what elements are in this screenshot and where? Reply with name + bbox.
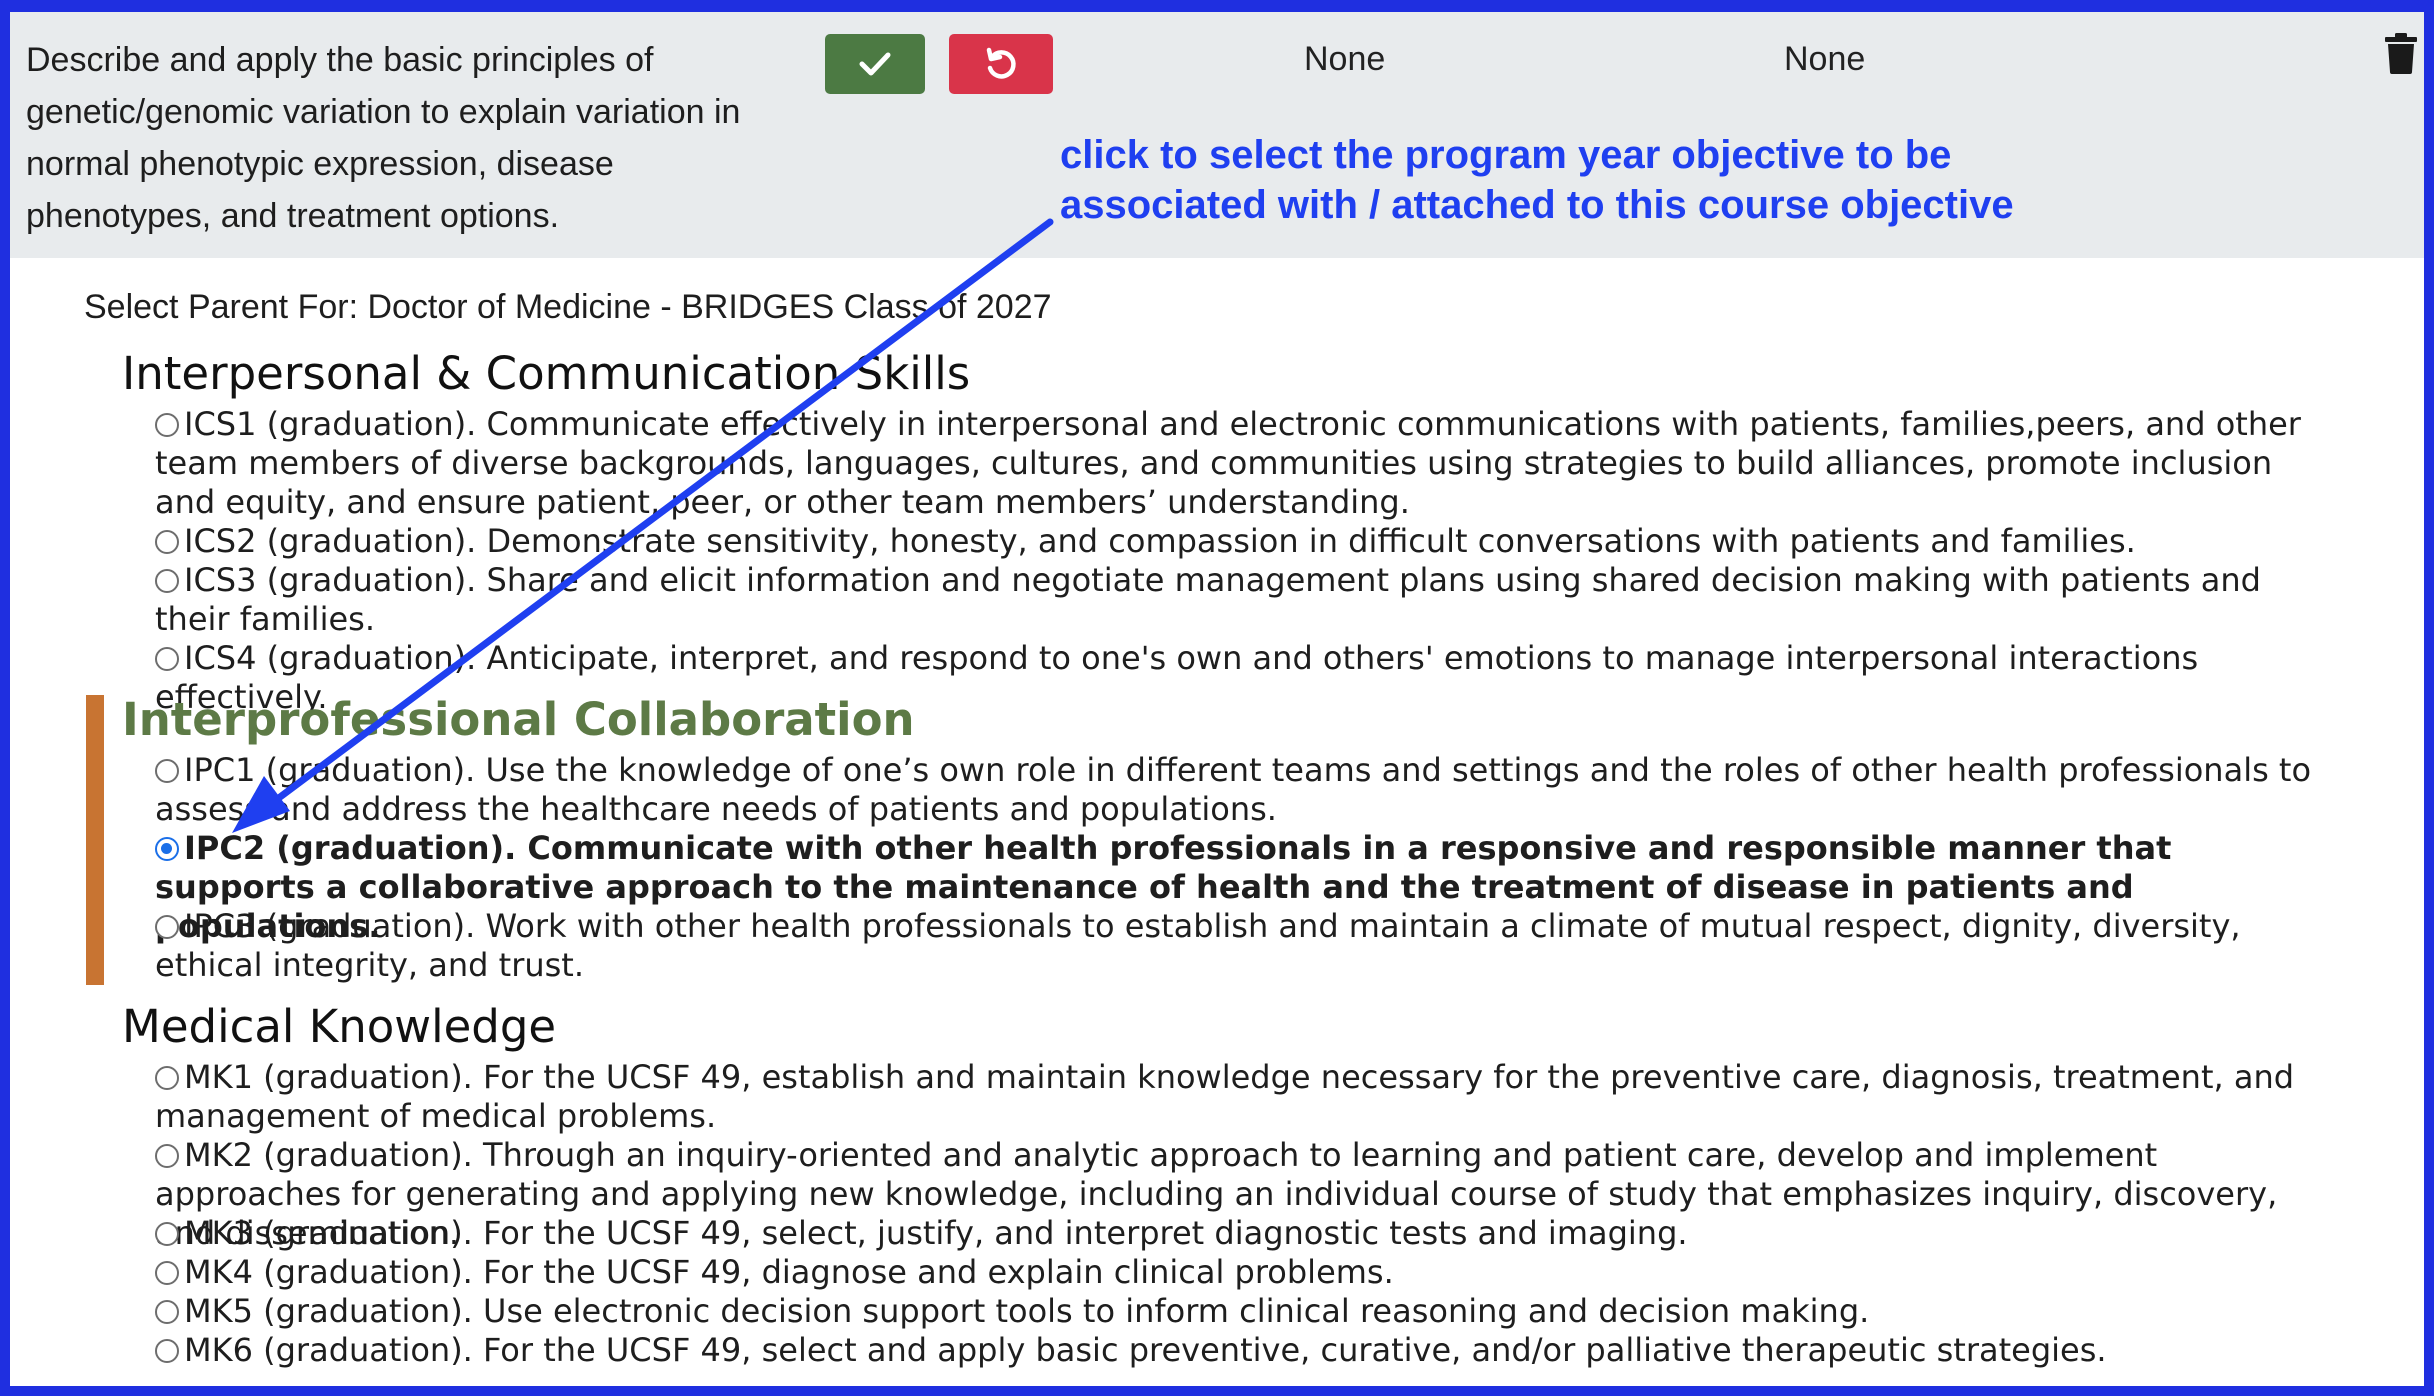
revert-button[interactable] (949, 34, 1053, 94)
course-objective-text: Describe and apply the basic principles … (26, 41, 741, 235)
option-ipc1[interactable]: IPC1 (graduation). Use the knowledge of … (155, 751, 2315, 829)
undo-icon (986, 47, 1016, 79)
option-mk2[interactable]: MK2 (graduation). Through an inquiry-ori… (155, 1136, 2315, 1253)
option-ics2[interactable]: ICS2 (graduation). Demonstrate sensitivi… (155, 522, 2315, 561)
option-label: IPC2 (graduation). Communicate with othe… (155, 829, 2172, 945)
option-label: MK6 (graduation). For the UCSF 49, selec… (184, 1331, 2107, 1369)
option-mk6[interactable]: MK6 (graduation). For the UCSF 49, selec… (155, 1331, 2315, 1370)
radio-button[interactable] (155, 530, 179, 554)
save-button[interactable] (825, 34, 925, 94)
option-label: MK2 (graduation). Through an inquiry-ori… (155, 1136, 2278, 1252)
option-mk4[interactable]: MK4 (graduation). For the UCSF 49, diagn… (155, 1253, 2315, 1292)
option-mk1[interactable]: MK1 (graduation). For the UCSF 49, estab… (155, 1058, 2315, 1136)
radio-button[interactable] (155, 569, 179, 593)
radio-button[interactable] (155, 647, 179, 671)
radio-button[interactable] (155, 1261, 179, 1285)
option-label: IPC3 (graduation). Work with other healt… (155, 907, 2241, 984)
group-heading-interpersonal-communication: Interpersonal & Communication Skills (122, 347, 971, 400)
group-heading-medical-knowledge: Medical Knowledge (122, 1000, 557, 1053)
radio-button-checked[interactable] (155, 837, 179, 861)
mesh-terms-value: None (1784, 40, 1866, 78)
trash-icon[interactable] (2384, 32, 2418, 74)
radio-button[interactable] (155, 1222, 179, 1246)
radio-button[interactable] (155, 1300, 179, 1324)
radio-button[interactable] (155, 1339, 179, 1363)
program-year-objective-value: None (1304, 40, 1386, 78)
option-label: IPC1 (graduation). Use the knowledge of … (155, 751, 2312, 828)
option-ipc2[interactable]: IPC2 (graduation). Communicate with othe… (155, 829, 2315, 946)
course-objective-row: Describe and apply the basic principles … (10, 12, 2424, 258)
option-label: ICS1 (graduation). Communicate effective… (155, 405, 2301, 521)
option-mk3[interactable]: MK3 (graduation). For the UCSF 49, selec… (155, 1214, 2315, 1253)
option-ipc3[interactable]: IPC3 (graduation). Work with other healt… (155, 907, 2315, 985)
radio-button[interactable] (155, 759, 179, 783)
radio-button[interactable] (155, 413, 179, 437)
check-icon (859, 52, 891, 76)
option-ics3[interactable]: ICS3 (graduation). Share and elicit info… (155, 561, 2315, 639)
option-label: MK3 (graduation). For the UCSF 49, selec… (184, 1214, 1688, 1252)
option-ics1[interactable]: ICS1 (graduation). Communicate effective… (155, 405, 2315, 522)
option-label: MK1 (graduation). For the UCSF 49, estab… (155, 1058, 2295, 1135)
selected-group-indicator (86, 695, 104, 985)
option-mk5[interactable]: MK5 (graduation). Use electronic decisio… (155, 1292, 2315, 1331)
radio-button[interactable] (155, 1066, 179, 1090)
option-label: ICS3 (graduation). Share and elicit info… (155, 561, 2261, 638)
radio-button[interactable] (155, 1144, 179, 1168)
radio-button[interactable] (155, 915, 179, 939)
option-label: MK4 (graduation). For the UCSF 49, diagn… (184, 1253, 1394, 1291)
select-parent-title: Select Parent For: Doctor of Medicine - … (84, 288, 1052, 326)
option-label: ICS2 (graduation). Demonstrate sensitivi… (184, 522, 2136, 560)
group-heading-interprofessional-collaboration: Interprofessional Collaboration (122, 693, 915, 746)
annotation-callout-text: click to select the program year objecti… (1060, 133, 2014, 227)
option-label: MK5 (graduation). Use electronic decisio… (184, 1292, 1870, 1330)
